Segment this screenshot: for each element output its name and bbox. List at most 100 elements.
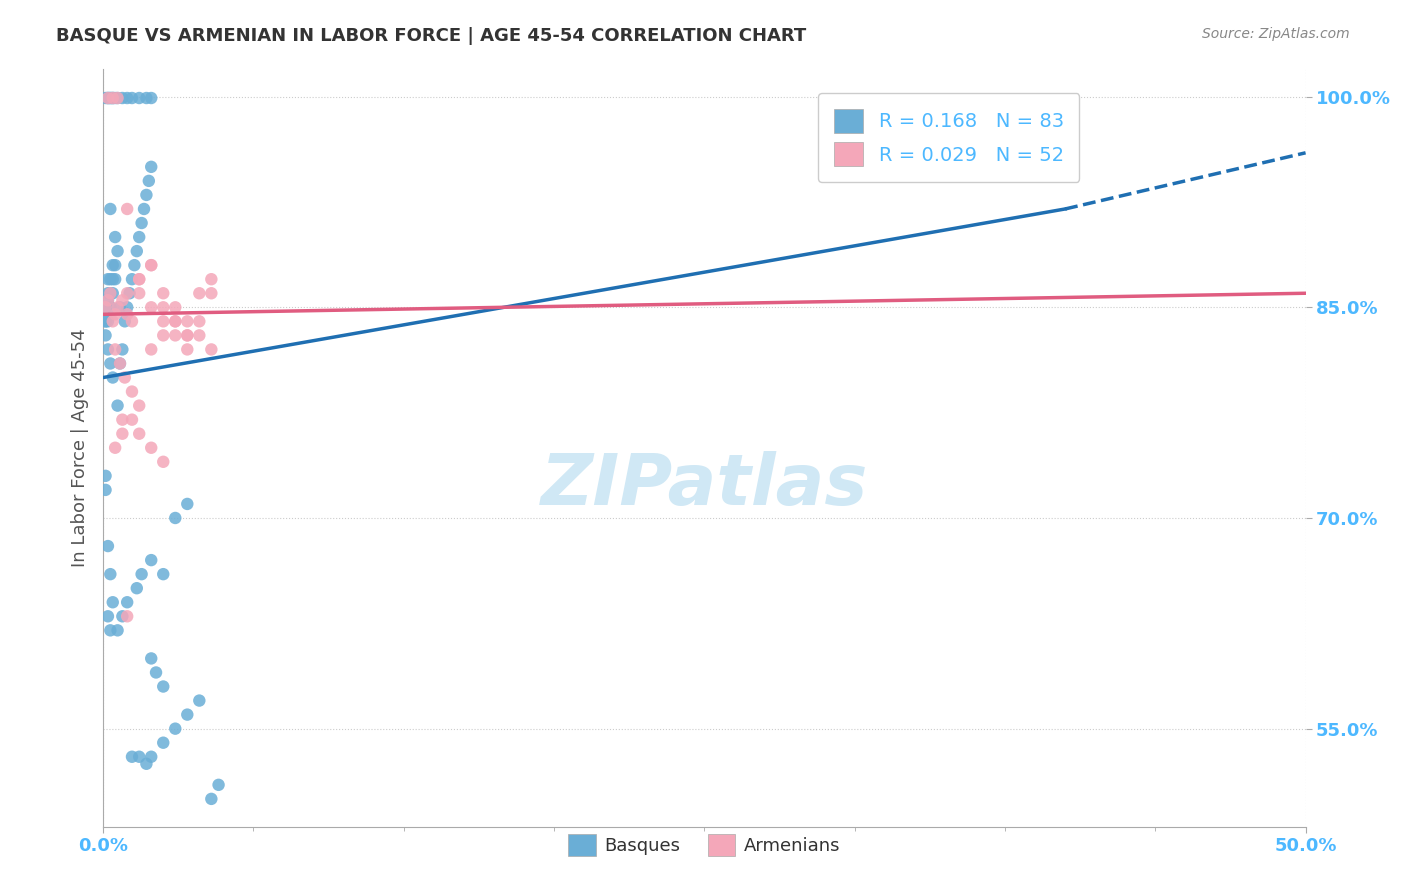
Point: [141, 258, 163, 272]
Point: [135, 756, 157, 771]
Point: [111, 293, 134, 308]
Point: [98, 567, 121, 582]
Point: [135, 91, 157, 105]
Point: [94, 91, 117, 105]
Point: [98, 286, 121, 301]
Point: [176, 707, 198, 722]
Point: [94, 314, 117, 328]
Y-axis label: In Labor Force | Age 45-54: In Labor Force | Age 45-54: [72, 328, 89, 567]
Point: [131, 216, 153, 230]
Point: [141, 553, 163, 567]
Point: [152, 736, 174, 750]
Point: [141, 651, 163, 665]
Point: [124, 258, 146, 272]
Point: [98, 356, 121, 370]
Point: [111, 91, 134, 105]
Point: [97, 539, 120, 553]
Point: [141, 258, 163, 272]
Point: [98, 624, 121, 638]
Point: [107, 91, 129, 105]
Point: [101, 91, 124, 105]
Point: [108, 356, 131, 370]
Point: [152, 328, 174, 343]
Point: [152, 680, 174, 694]
Point: [111, 343, 134, 357]
Point: [165, 722, 187, 736]
Point: [104, 441, 127, 455]
Point: [118, 286, 141, 301]
Text: BASQUE VS ARMENIAN IN LABOR FORCE | AGE 45-54 CORRELATION CHART: BASQUE VS ARMENIAN IN LABOR FORCE | AGE …: [56, 27, 807, 45]
Point: [107, 399, 129, 413]
Point: [128, 399, 150, 413]
Point: [94, 300, 117, 314]
Point: [115, 286, 138, 301]
Point: [200, 286, 222, 301]
Point: [131, 567, 153, 582]
Point: [108, 300, 131, 314]
Point: [188, 693, 211, 707]
Point: [141, 91, 163, 105]
Point: [97, 91, 120, 105]
Point: [98, 91, 121, 105]
Point: [98, 202, 121, 216]
Point: [101, 286, 124, 301]
Point: [98, 300, 121, 314]
Point: [200, 343, 222, 357]
Point: [121, 384, 143, 399]
Point: [128, 91, 150, 105]
Point: [115, 300, 138, 314]
Point: [152, 286, 174, 301]
Point: [104, 307, 127, 321]
Point: [176, 328, 198, 343]
Point: [115, 609, 138, 624]
Point: [101, 258, 124, 272]
Point: [132, 202, 155, 216]
Point: [128, 286, 150, 301]
Point: [97, 314, 120, 328]
Point: [101, 91, 124, 105]
Point: [107, 300, 129, 314]
Point: [152, 300, 174, 314]
Point: [115, 202, 138, 216]
Point: [121, 749, 143, 764]
Point: [98, 286, 121, 301]
Point: [94, 300, 117, 314]
Point: [207, 778, 229, 792]
Point: [125, 244, 148, 259]
Point: [128, 426, 150, 441]
Point: [165, 314, 187, 328]
Point: [104, 343, 127, 357]
Point: [114, 370, 136, 384]
Point: [97, 609, 120, 624]
Point: [101, 595, 124, 609]
Point: [121, 412, 143, 426]
Point: [104, 230, 127, 244]
Point: [128, 230, 150, 244]
Point: [94, 307, 117, 321]
Point: [97, 293, 120, 308]
Point: [111, 609, 134, 624]
Point: [121, 314, 143, 328]
Point: [188, 286, 211, 301]
Point: [176, 497, 198, 511]
Point: [97, 91, 120, 105]
Point: [97, 272, 120, 286]
Point: [114, 314, 136, 328]
Point: [97, 286, 120, 301]
Point: [107, 91, 129, 105]
Point: [94, 328, 117, 343]
Text: ZIPatlas: ZIPatlas: [541, 451, 868, 520]
Point: [98, 272, 121, 286]
Point: [111, 412, 134, 426]
Point: [97, 343, 120, 357]
Point: [104, 272, 127, 286]
Point: [98, 91, 121, 105]
Point: [104, 258, 127, 272]
Text: Source: ZipAtlas.com: Source: ZipAtlas.com: [1202, 27, 1350, 41]
Point: [188, 328, 211, 343]
Point: [125, 581, 148, 595]
Point: [141, 343, 163, 357]
Point: [115, 91, 138, 105]
Point: [141, 300, 163, 314]
Point: [94, 468, 117, 483]
